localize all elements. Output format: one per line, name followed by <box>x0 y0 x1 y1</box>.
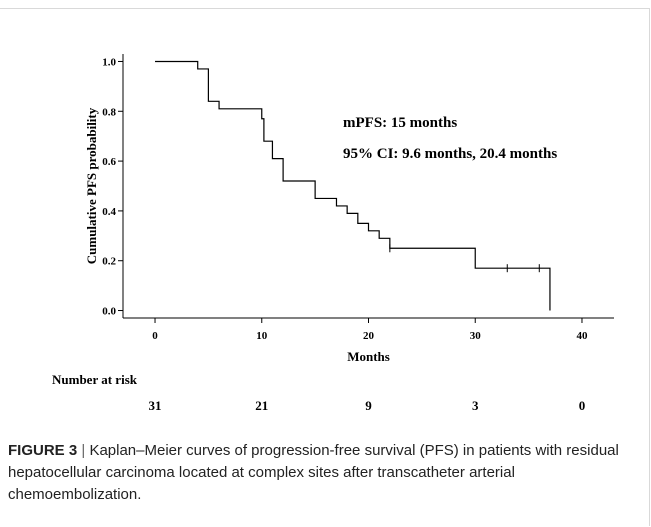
x-tick-label: 30 <box>470 330 482 342</box>
risk-value: 21 <box>255 398 268 413</box>
chart-annotations: mPFS: 15 months 95% CI: 9.6 months, 20.4 … <box>343 115 557 162</box>
y-tick-label: 0.0 <box>102 306 116 318</box>
x-tick-label: 40 <box>576 330 588 342</box>
y-tick-label: 0.6 <box>102 156 116 168</box>
risk-table: Number at risk 31 21 9 3 0 <box>52 372 585 413</box>
caption-separator: | <box>81 442 86 459</box>
x-axis-title: Months <box>347 349 390 364</box>
y-tick-label: 0.4 <box>102 206 116 218</box>
figure-caption: FIGURE 3 | Kaplan–Meier curves of progre… <box>8 440 648 506</box>
caption-label: FIGURE 3 <box>8 442 78 459</box>
annotation-mpfs: mPFS: 15 months <box>343 115 457 131</box>
x-tick-label: 0 <box>152 330 158 342</box>
caption-text: Kaplan–Meier curves of progression-free … <box>8 442 619 503</box>
risk-value: 0 <box>579 398 586 413</box>
km-curve <box>155 60 551 311</box>
y-tick-label: 1.0 <box>102 56 116 68</box>
risk-value: 3 <box>472 398 479 413</box>
annotation-ci: 95% CI: 9.6 months, 20.4 months <box>343 146 557 162</box>
km-step-line <box>155 60 551 311</box>
risk-value: 9 <box>365 398 372 413</box>
censor-marks <box>389 244 540 273</box>
figure-frame <box>0 8 650 526</box>
x-tick-label: 10 <box>256 330 268 342</box>
y-axis-title: Cumulative PFS probability <box>84 107 99 264</box>
y-tick-label: 0.8 <box>102 106 116 118</box>
risk-value: 31 <box>149 398 162 413</box>
x-tick-label: 20 <box>363 330 375 342</box>
chart-axes: 0.0 0.2 0.4 0.6 0.8 1.0 0 10 20 30 40 Cumulative PF… <box>84 54 614 364</box>
risk-table-title: Number at risk <box>52 372 138 387</box>
y-tick-label: 0.2 <box>102 256 116 268</box>
